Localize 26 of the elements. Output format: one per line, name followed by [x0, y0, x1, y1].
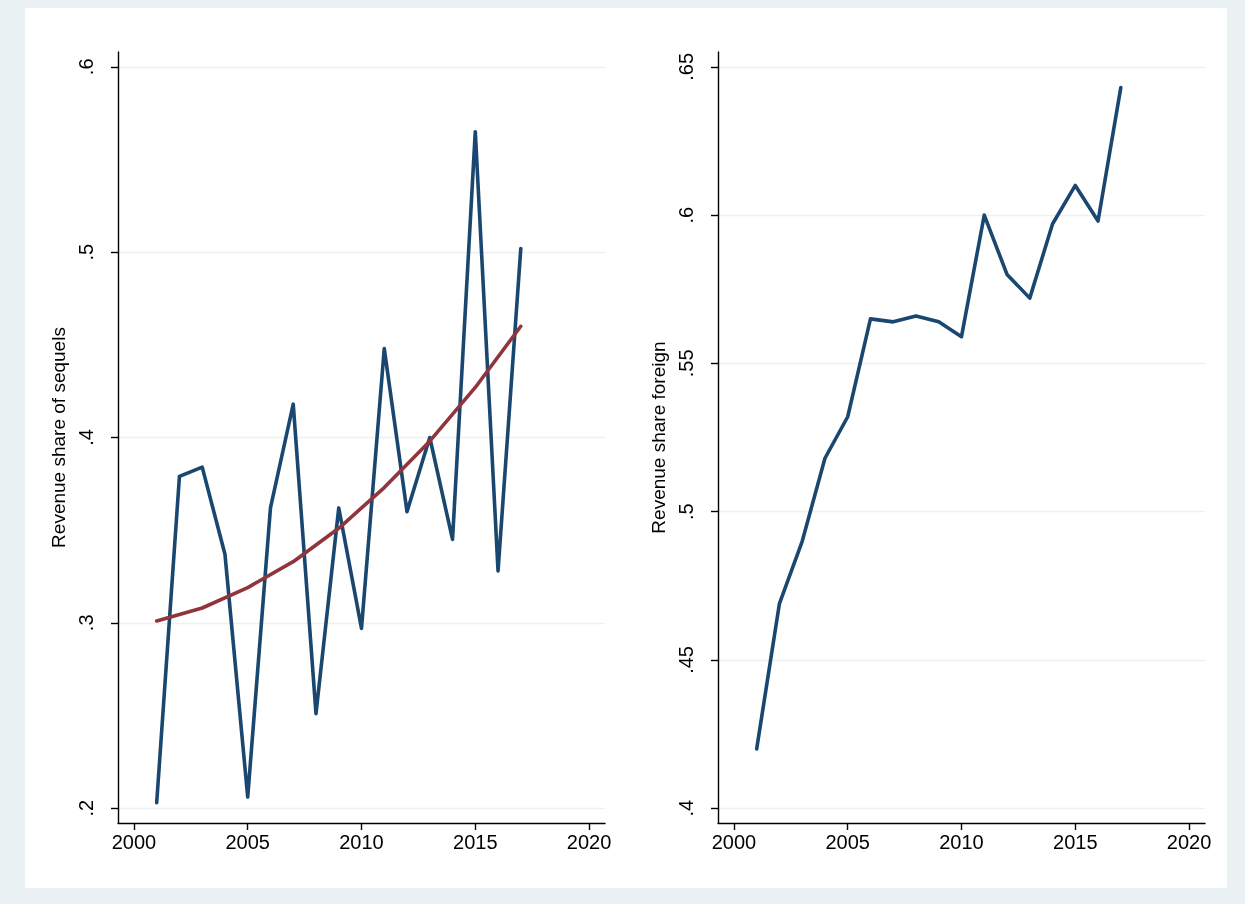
x-tick-label: 2000 — [111, 831, 157, 853]
line-series — [154, 324, 523, 623]
x-tick-label: 2010 — [939, 831, 984, 853]
x-tick-label: 2010 — [339, 831, 384, 853]
y-axis-title: Revenue share foreign — [648, 341, 669, 534]
y-tick-label: .4 — [675, 799, 697, 817]
y-tick-label: .55 — [675, 349, 697, 378]
x-tick-label: 2020 — [1166, 831, 1212, 853]
y-tick-label: .65 — [675, 52, 697, 81]
y-tick-label: .6 — [75, 58, 97, 76]
y-tick-label: .2 — [75, 799, 97, 817]
y-axis-title: Revenue share of sequels — [48, 327, 69, 548]
y-tick-label: .5 — [75, 243, 97, 261]
y-tick-label: .3 — [75, 614, 97, 632]
x-tick-label: 2005 — [225, 831, 270, 853]
x-tick-label: 2020 — [566, 831, 612, 853]
line-series — [154, 129, 523, 805]
y-tick-label: .5 — [675, 503, 697, 520]
x-tick-label: 2015 — [453, 831, 498, 853]
x-tick-label: 2015 — [1053, 831, 1098, 853]
line-series — [754, 85, 1123, 751]
y-tick-label: .45 — [675, 646, 697, 674]
y-tick-label: .4 — [75, 429, 97, 446]
y-tick-label: .6 — [675, 206, 697, 224]
x-tick-label: 2000 — [711, 831, 757, 853]
x-tick-label: 2005 — [825, 831, 870, 853]
